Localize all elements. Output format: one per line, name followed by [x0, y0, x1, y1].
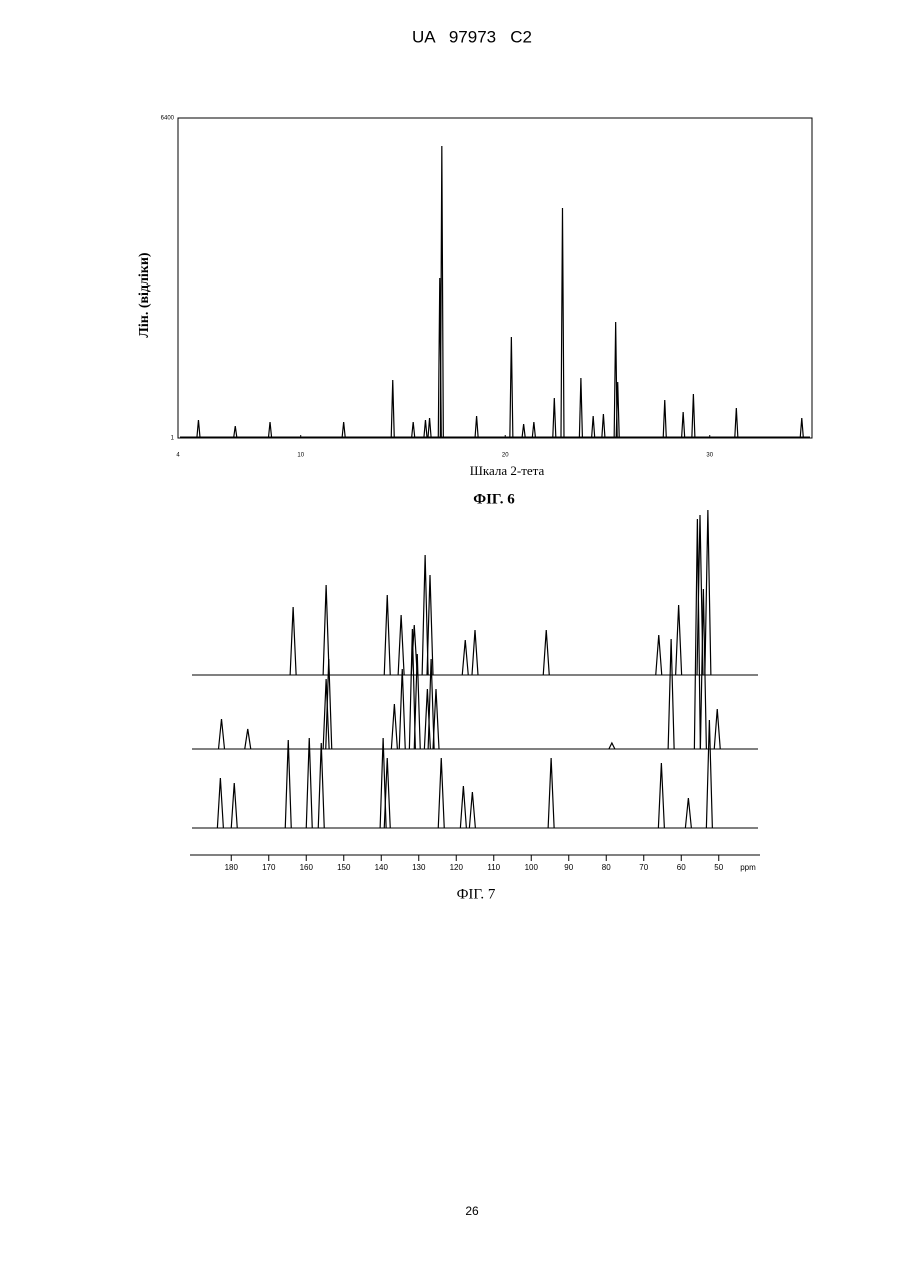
- figure-caption: ФІГ. 7: [457, 886, 496, 902]
- x-tick-label: 120: [450, 863, 464, 872]
- page-background: [0, 0, 901, 1273]
- x-tick-label: 100: [525, 863, 539, 872]
- x-tick-label: 70: [639, 863, 648, 872]
- x-tick-label: 150: [337, 863, 351, 872]
- x-unit: ppm: [740, 863, 756, 872]
- x-tick-label: 130: [412, 863, 426, 872]
- y-axis-label: Лін. (відліки): [137, 252, 152, 337]
- x-tick-label: 170: [262, 863, 276, 872]
- x-axis-label: Шкала 2-тета: [470, 463, 545, 478]
- page: UA 97973 C2 Лін. (відліки) Шкала 2-тета …: [0, 0, 901, 1273]
- x-tick-label: 140: [375, 863, 389, 872]
- x-tick-label: 90: [564, 863, 573, 872]
- x-tick-label: 50: [714, 863, 723, 872]
- x-tick-label: 160: [300, 863, 314, 872]
- x-tick-label: 20: [502, 453, 509, 459]
- x-tick-label: 10: [297, 453, 304, 459]
- figure-caption: ФІГ. 6: [473, 491, 515, 507]
- header: UA 97973 C2: [412, 27, 532, 46]
- x-tick-label: 110: [487, 863, 500, 872]
- x-tick-label: 30: [706, 453, 713, 459]
- x-tick-label: 180: [225, 863, 239, 872]
- x-tick-label: 80: [602, 863, 611, 872]
- page-number: 26: [465, 1204, 479, 1218]
- y-tick-label: 6400: [161, 116, 175, 122]
- x-tick-label: 60: [677, 863, 686, 872]
